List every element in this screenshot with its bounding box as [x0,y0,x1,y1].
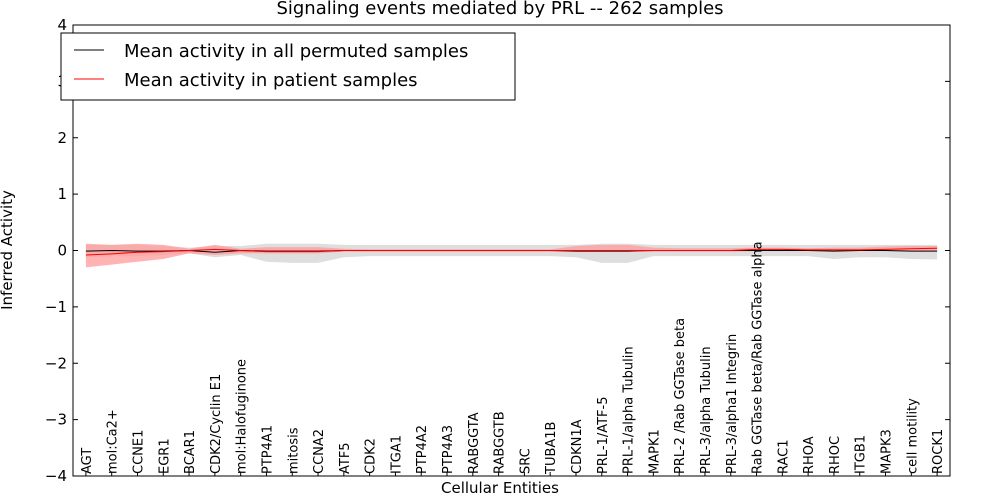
x-tick-label: RABGGTA [467,412,482,474]
patient-band [85,243,938,268]
x-tick-label: PRL-2 /Rab GGTase beta [673,318,688,474]
y-tick-label: −1 [45,298,67,316]
x-tick-label: CCNE1 [131,430,146,474]
x-tick-label: CDKN1A [570,419,585,474]
x-tick-label: mitosis [286,427,301,474]
x-tick-label: BCAR1 [183,430,198,474]
x-tick-label: AGT [80,448,95,474]
legend-label-permuted: Mean activity in all permuted samples [124,41,468,62]
x-tick-label: ITGB1 [854,435,869,474]
x-tick-label: MAPK3 [880,429,895,474]
x-axis-label: Cellular Entities [441,479,559,497]
x-tick-label: EGR1 [157,438,172,474]
x-tick-label: CCNA2 [312,429,327,474]
y-tick-label: −4 [45,467,67,485]
x-tick-label: SRC [518,448,533,474]
patient-mean-line [85,247,938,256]
x-tick-label: Rab GGTase beta/Rab GGTase alpha [751,241,766,474]
x-tick-label: PTP4A1 [260,425,275,474]
x-tick-label: ROCK1 [931,429,946,474]
x-tick-label: PRL-3/alpha Tubulin [699,346,714,474]
x-tick-label: RABGGTB [493,411,508,474]
y-tick-label: 0 [57,242,67,260]
x-tick-label: TUBA1B [544,422,559,475]
x-tick-label: PTP4A2 [415,425,430,474]
legend-box [60,32,516,101]
x-tick-label: RHOA [802,436,817,474]
x-tick-label: mol:Ca2+ [106,409,121,474]
x-tick-label: PRL-3/alpha1 Integrin [725,334,740,474]
x-tick-label: CDK2 [364,438,379,474]
y-tick-label: 1 [57,185,67,203]
x-tick-label: PRL-1/alpha Tubulin [622,346,637,474]
x-tick-label: ITGA1 [389,435,404,474]
chart-title: Signaling events mediated by PRL -- 262 … [276,0,723,19]
x-tick-label: cell motility [905,398,920,474]
x-tick-label: RHOC [828,436,843,474]
x-tick-label: RAC1 [776,439,791,474]
plot-area [72,24,951,477]
y-tick-label: 2 [57,129,67,147]
x-tick-label: PTP4A3 [441,425,456,474]
legend-label-patient: Mean activity in patient samples [124,70,418,91]
x-tick-label: CDK2/Cyclin E1 [209,374,224,474]
x-tick-label: PRL-1/ATF-5 [596,397,611,475]
legend: Mean activity in all permuted samples Me… [60,32,516,101]
y-axis-label: Inferred Activity [0,190,16,310]
x-tick-label: MAPK1 [647,429,662,474]
y-tick-label: −2 [45,354,67,372]
y-tick-label: −3 [45,411,67,429]
x-tick-label: ATF5 [338,442,353,474]
y-tick-label: 4 [57,16,67,34]
x-tick-label: mol:Halofuginone [235,359,250,474]
